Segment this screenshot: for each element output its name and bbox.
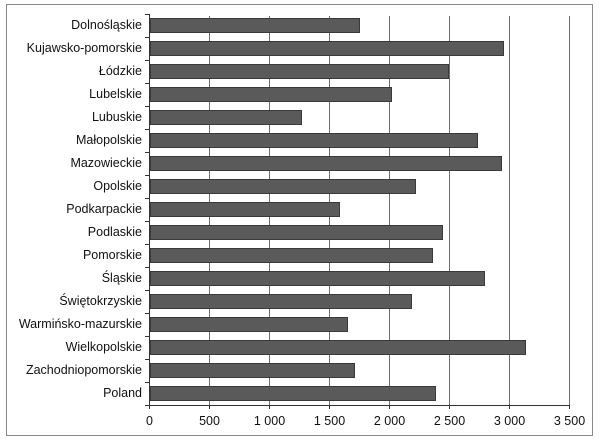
x-tick-mark [389,405,390,409]
bar [150,316,348,332]
category-label: Wielkopolskie [65,339,142,354]
x-tick-mark [329,405,330,409]
x-tick-mark [149,405,150,409]
gridline [569,16,570,405]
y-tick-mark [145,106,149,107]
x-tick-label: 500 [199,414,220,428]
category-label: Mazowieckie [70,155,142,170]
category-label: Pomorskie [82,247,142,262]
bar [150,224,443,240]
x-tick-mark [269,405,270,409]
bar [150,109,303,125]
gridline [509,16,510,405]
y-tick-mark [145,152,149,153]
x-tick-mark [209,405,210,409]
category-label: Opolskie [93,178,142,193]
x-tick-label: 0 [146,414,153,428]
y-tick-mark [145,221,149,222]
bar [150,339,526,355]
x-tick-mark [449,405,450,409]
y-tick-mark [145,290,149,291]
category-label: Zachodniopomorskie [25,362,142,377]
y-tick-mark [145,37,149,38]
x-tick-mark [509,405,510,409]
bar [150,362,356,378]
bar [150,247,434,263]
y-tick-mark [145,405,149,406]
bar [150,86,393,102]
gridline [449,16,450,405]
bar [150,63,449,79]
x-tick-label: 1 500 [313,414,346,428]
category-label: Małopolskie [75,132,142,147]
y-tick-mark [145,14,149,15]
x-tick-label: 3 000 [493,414,526,428]
category-label: Podkarpackie [66,201,142,216]
y-tick-mark [145,175,149,176]
bar [150,40,504,56]
x-tick-label: 1 000 [253,414,286,428]
bar [150,132,478,148]
bar [150,178,417,194]
category-label: Lubuskie [91,109,142,124]
category-label: Świętokrzyskie [59,293,142,308]
category-label: Kujawsko-pomorskie [26,40,142,55]
y-tick-mark [145,198,149,199]
x-tick-label: 2 000 [373,414,406,428]
bar [150,385,436,401]
y-tick-mark [145,244,149,245]
category-label: Poland [103,385,142,400]
y-tick-mark [145,336,149,337]
bar [150,17,360,33]
x-tick-label: 2 500 [433,414,466,428]
bar [150,270,485,286]
y-tick-mark [145,382,149,383]
category-label: Dolnośląskie [71,17,142,32]
y-tick-mark [145,83,149,84]
y-tick-mark [145,313,149,314]
y-tick-mark [145,267,149,268]
bar [150,293,412,309]
x-axis [149,405,570,406]
category-label: Śląskie [101,270,142,285]
bar [150,201,340,217]
y-tick-mark [145,129,149,130]
y-tick-mark [145,359,149,360]
x-tick-mark [569,405,570,409]
y-axis [149,14,150,405]
category-label: Podlaskie [87,224,142,239]
x-tick-label: 3 500 [553,414,586,428]
category-label: Lubelskie [89,86,142,101]
category-label: Łódzkie [98,63,142,78]
bar [150,155,502,171]
gridline [389,16,390,405]
y-tick-mark [145,60,149,61]
category-label: Warmińsko-mazurskie [18,316,142,331]
